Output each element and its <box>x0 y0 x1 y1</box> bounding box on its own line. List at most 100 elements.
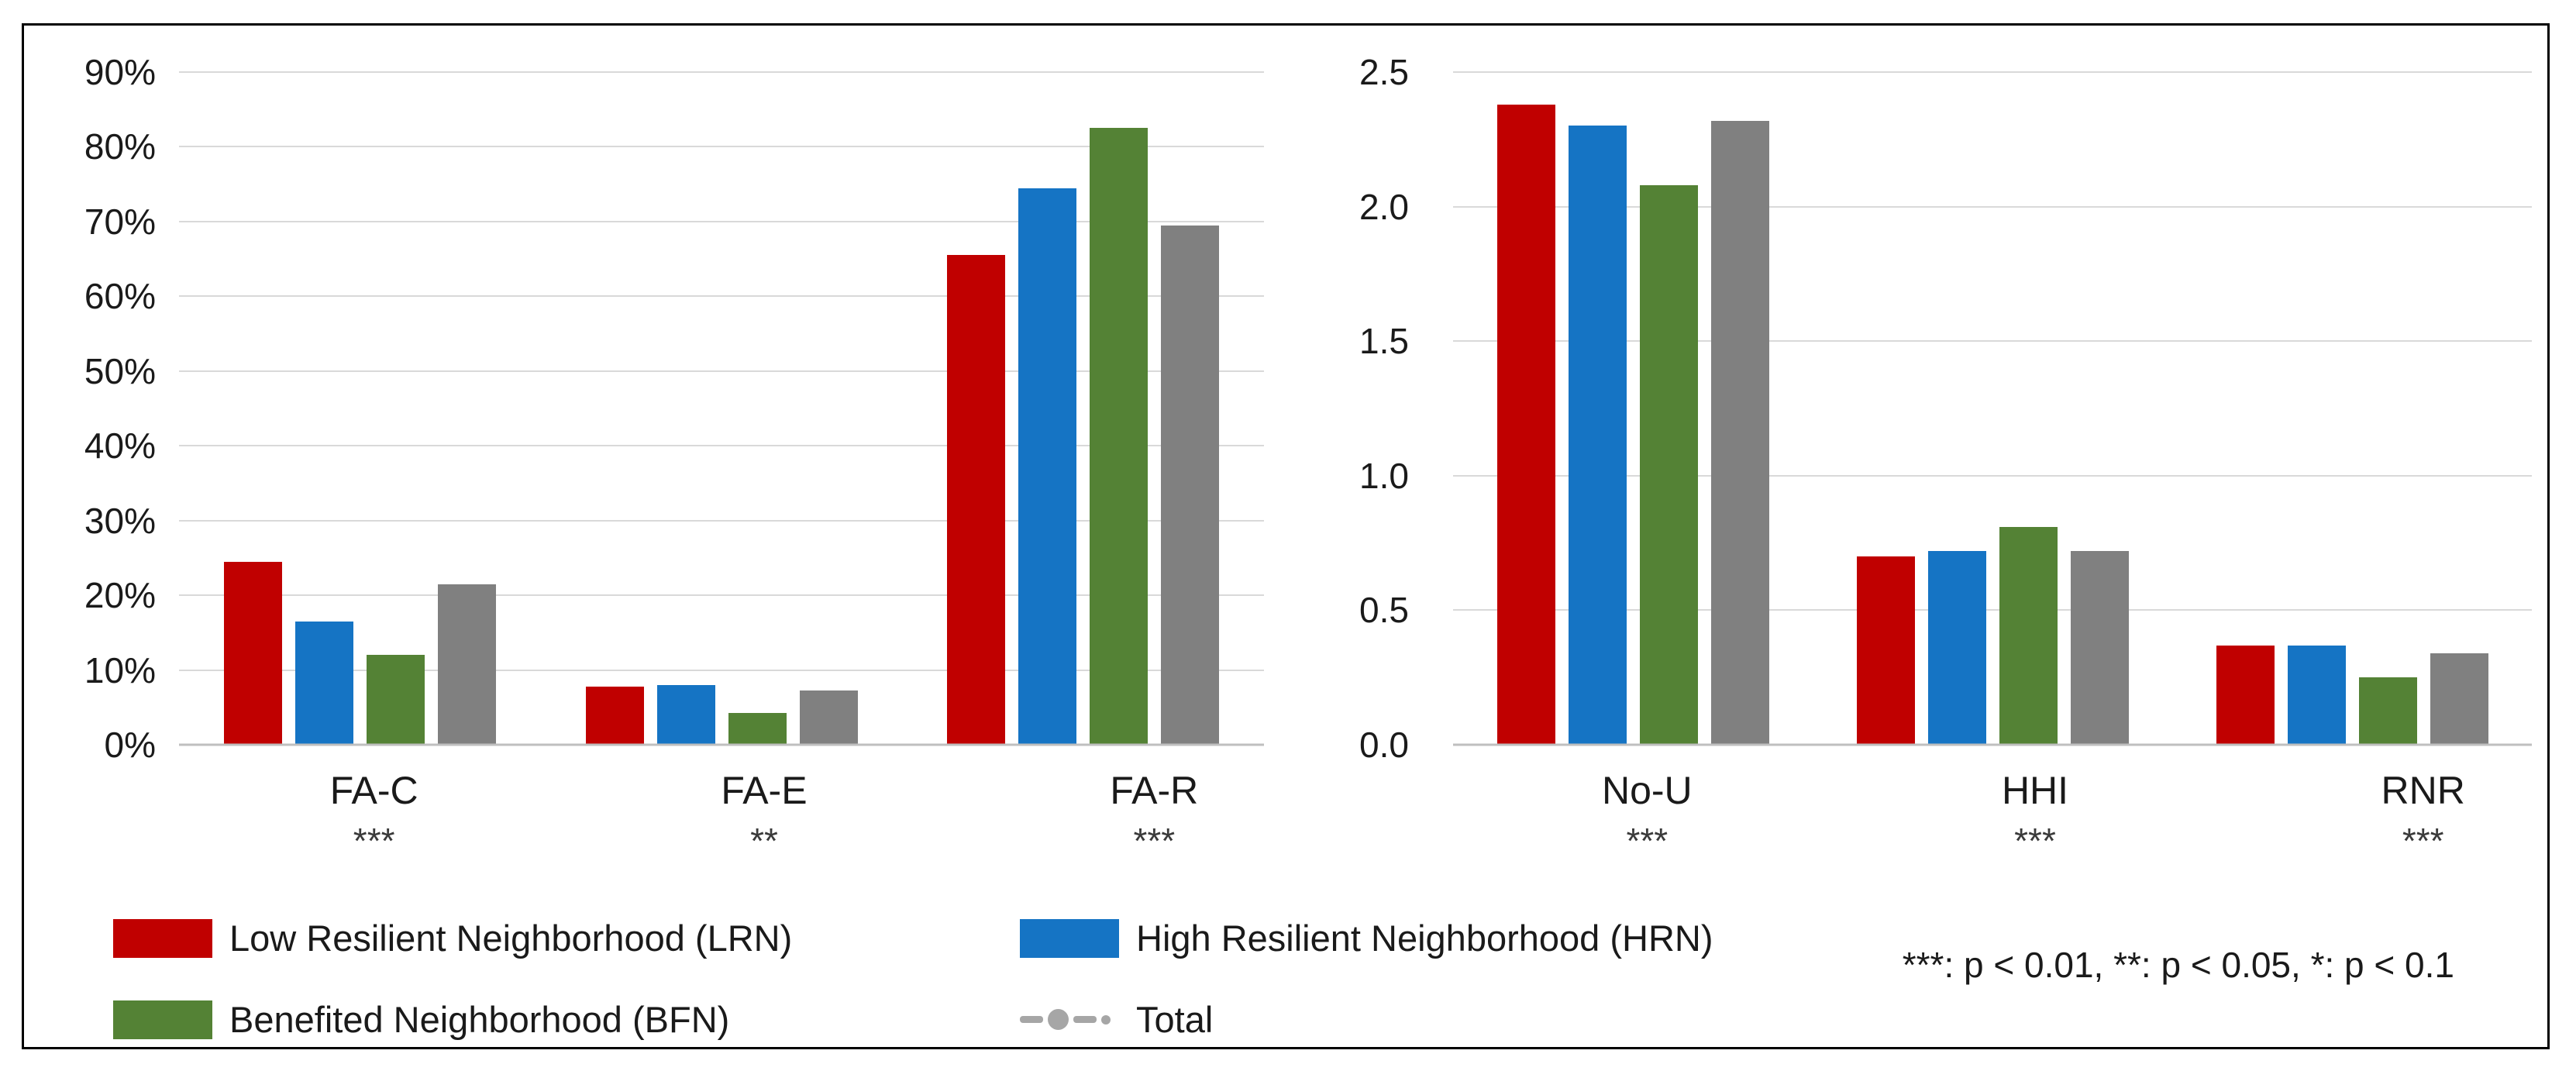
legend-item-lrn: Low Resilient Neighborhood (LRN) <box>113 917 1020 959</box>
total-marker-dash <box>1020 1016 1043 1023</box>
left-y-axis-tick-labels: 0% 10% 20% 30% 40% 50% 60% 70% 80% 90% <box>40 54 156 763</box>
category-label: HHI <box>2001 769 2069 812</box>
legend-item-total: Total <box>1020 998 1713 1041</box>
bar <box>2070 551 2129 745</box>
legend-item-bfn: Benefited Neighborhood (BFN) <box>113 998 1020 1041</box>
bar <box>2358 677 2417 745</box>
bar <box>1927 551 1986 745</box>
y-tick-label: 10% <box>84 649 156 690</box>
legend-label-total: Total <box>1136 999 1214 1040</box>
bar <box>1161 225 1220 745</box>
total-dashed-line-marker <box>1020 1009 1119 1030</box>
bar-group-FA-E <box>584 72 860 745</box>
gridline <box>179 445 1264 447</box>
gridline <box>179 146 1264 148</box>
y-tick-label: 60% <box>84 276 156 317</box>
significance-stars: *** <box>2014 821 2056 861</box>
gridline <box>1453 609 2532 611</box>
right-y-axis-tick-labels: 0.0 0.5 1.0 1.5 2.0 2.5 <box>1312 54 1409 763</box>
gridline <box>179 519 1264 522</box>
y-tick-label: 1.0 <box>1359 455 1409 496</box>
bar <box>1090 128 1149 745</box>
bar <box>1639 184 1698 745</box>
y-tick-label: 0% <box>104 725 156 765</box>
bar <box>437 584 496 745</box>
x-label-cell: FA-R *** <box>1002 770 1307 859</box>
bar <box>2430 653 2488 745</box>
y-tick-label: 0.0 <box>1359 725 1409 765</box>
significance-stars: *** <box>1626 821 1669 861</box>
gridline <box>1453 474 2532 477</box>
figure-frame: 0% 10% 20% 30% 40% 50% 60% 70% 80% 90% FA-C *** FA-… <box>22 23 2550 1049</box>
bar-group-RNR <box>2215 72 2489 745</box>
x-axis-line <box>179 743 1264 746</box>
legend: Low Resilient Neighborhood (LRN) High Re… <box>113 917 1713 1041</box>
bar <box>1710 120 1769 745</box>
bar <box>947 255 1006 745</box>
bar <box>728 712 787 745</box>
y-tick-label: 90% <box>84 52 156 92</box>
y-tick-label: 2.5 <box>1359 52 1409 92</box>
hrn-color-swatch <box>1020 918 1119 958</box>
bfn-color-swatch <box>113 1000 212 1039</box>
x-label-cell: FA-C *** <box>222 770 526 859</box>
gridline <box>1453 340 2532 343</box>
gridline <box>179 594 1264 597</box>
y-tick-label: 2.0 <box>1359 186 1409 227</box>
total-marker-dot <box>1101 1014 1111 1025</box>
bar-group-No-U <box>1496 72 1770 745</box>
y-tick-label: 40% <box>84 425 156 467</box>
y-tick-label: 1.5 <box>1359 321 1409 362</box>
x-label-cell: HHI *** <box>1884 770 2187 859</box>
bar-group-HHI <box>1855 72 2130 745</box>
gridline <box>179 71 1264 73</box>
category-label: FA-C <box>329 769 418 812</box>
significance-note: ***: p < 0.01, **: p < 0.05, *: p < 0.1 <box>1902 945 2454 985</box>
y-tick-label: 50% <box>84 350 156 391</box>
y-tick-label: 20% <box>84 575 156 616</box>
significance-stars: *** <box>353 821 395 861</box>
y-tick-label: 70% <box>84 201 156 242</box>
right-plot-area <box>1453 71 2532 746</box>
bar <box>1999 526 2058 745</box>
bar-groups <box>1453 72 2532 745</box>
lrn-color-swatch <box>113 918 212 958</box>
left-plot-area <box>179 71 1264 746</box>
bar <box>585 686 644 745</box>
bar <box>1568 126 1627 745</box>
gridline <box>1453 71 2532 73</box>
total-marker-circle <box>1048 1009 1069 1030</box>
significance-stars: *** <box>1133 821 1176 861</box>
significance-stars: ** <box>750 821 778 861</box>
gridline <box>179 295 1264 298</box>
bar <box>366 655 425 745</box>
legend-label-lrn: Low Resilient Neighborhood (LRN) <box>229 918 793 959</box>
category-label: FA-E <box>721 769 808 812</box>
significance-stars: *** <box>2402 821 2444 861</box>
bar <box>294 621 353 745</box>
x-label-cell: No-U *** <box>1496 770 1799 859</box>
y-tick-label: 80% <box>84 126 156 167</box>
category-label: FA-R <box>1110 769 1199 812</box>
bar-group-FA-R <box>945 72 1221 745</box>
bar-groups <box>179 72 1264 745</box>
x-label-cell: FA-E ** <box>611 770 916 859</box>
y-tick-label: 0.5 <box>1359 590 1409 631</box>
category-label: RNR <box>2381 769 2465 812</box>
left-bar-chart: 0% 10% 20% 30% 40% 50% 60% 70% 80% 90% FA-C *** FA-… <box>40 47 1268 884</box>
bar <box>1018 188 1077 745</box>
right-x-axis-labels: No-U *** HHI *** RNR *** <box>1453 770 2576 859</box>
bar <box>2216 645 2275 745</box>
y-tick-label: 30% <box>84 500 156 541</box>
category-label: No-U <box>1601 769 1693 812</box>
x-label-cell: RNR *** <box>2271 770 2574 859</box>
legend-item-hrn: High Resilient Neighborhood (HRN) <box>1020 917 1713 959</box>
bar <box>1856 556 1915 745</box>
right-bar-chart: 0.0 0.5 1.0 1.5 2.0 2.5 No-U *** HHI *** RNR *** <box>1312 47 2552 884</box>
total-marker-dash <box>1073 1016 1097 1023</box>
bar <box>223 561 282 745</box>
bar <box>799 690 858 745</box>
gridline <box>179 370 1264 372</box>
gridline <box>1453 205 2532 208</box>
gridline <box>179 220 1264 222</box>
